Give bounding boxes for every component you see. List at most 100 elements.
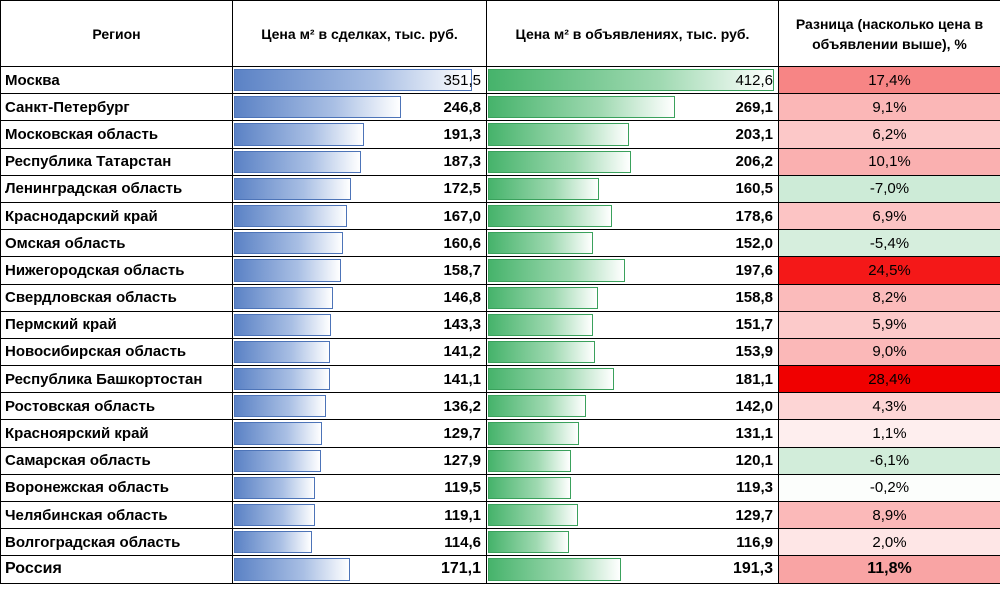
listing-price-cell: 178,6	[486, 201, 779, 231]
listing-price-value: 158,8	[735, 289, 773, 307]
deal-price-cell: 146,8	[232, 283, 487, 312]
difference-cell: 4,3%	[778, 392, 1000, 421]
difference-cell: 1,1%	[778, 419, 1000, 448]
deal-price-cell: 136,2	[232, 392, 487, 421]
header-region: Регион	[0, 0, 233, 67]
region-cell: Воронежская область	[0, 473, 233, 503]
deal-price-cell: 119,1	[232, 500, 487, 530]
listing-price-value: 181,1	[735, 370, 773, 388]
difference-cell: -5,4%	[778, 229, 1000, 258]
deal-price-cell: 127,9	[232, 446, 487, 475]
listing-price-cell: 142,0	[486, 392, 779, 421]
table-row: Волгоградская область 114,6 116,9 2,0%	[0, 528, 1000, 557]
listing-price-bar	[488, 96, 675, 119]
deal-price-value: 119,1	[444, 506, 481, 524]
listing-price-bar	[488, 368, 614, 391]
deal-price-value: 136,2	[443, 397, 481, 415]
table-row: Московская область 191,3 203,1 6,2%	[0, 120, 1000, 149]
listing-price-cell: 191,3	[486, 555, 779, 584]
difference-cell: 24,5%	[778, 256, 1000, 285]
listing-price-value: 197,6	[735, 261, 773, 279]
listing-price-cell: 120,1	[486, 446, 779, 475]
listing-price-cell: 119,3	[486, 473, 779, 503]
deal-price-bar	[234, 449, 321, 472]
difference-cell: 9,1%	[778, 93, 1000, 122]
deal-price-value: 351,5	[443, 71, 481, 89]
listing-price-bar	[488, 395, 586, 418]
table-row: Омская область 160,6 152,0 -5,4%	[0, 229, 1000, 258]
region-cell: Ленинградская область	[0, 174, 233, 203]
difference-cell: -7,0%	[778, 174, 1000, 203]
region-cell: Самарская область	[0, 446, 233, 475]
region-cell: Пермский край	[0, 310, 233, 339]
deal-price-value: 143,3	[443, 316, 481, 334]
listing-price-value: 191,3	[732, 560, 773, 578]
listing-price-value: 142,0	[735, 397, 773, 415]
listing-price-value: 129,7	[735, 506, 773, 524]
deal-price-value: 114,6	[444, 533, 481, 551]
deal-price-value: 191,3	[443, 125, 481, 143]
deal-price-bar	[234, 96, 401, 119]
table-row: Самарская область 127,9 120,1 -6,1%	[0, 446, 1000, 475]
listing-price-cell: 206,2	[486, 147, 779, 176]
deal-price-value: 127,9	[443, 452, 481, 470]
listing-price-bar	[488, 232, 593, 255]
listing-price-bar	[488, 177, 599, 200]
region-cell: Красноярский край	[0, 419, 233, 448]
table-row: Челябинская область 119,1 129,7 8,9%	[0, 500, 1000, 530]
deal-price-value: 129,7	[443, 425, 481, 443]
listing-price-bar	[488, 476, 571, 499]
difference-cell: 8,9%	[778, 500, 1000, 530]
deal-price-bar	[234, 422, 322, 445]
difference-cell: 6,9%	[778, 201, 1000, 231]
listing-price-bar	[488, 531, 569, 554]
listing-price-value: 151,7	[735, 316, 773, 334]
deal-price-cell: 187,3	[232, 147, 487, 176]
deal-price-cell: 191,3	[232, 120, 487, 149]
region-cell: Краснодарский край	[0, 201, 233, 231]
difference-cell: 8,2%	[778, 283, 1000, 312]
listing-price-bar	[488, 150, 631, 173]
header-deal-price: Цена м² в сделках, тыс. руб.	[232, 0, 487, 67]
deal-price-value: 146,8	[443, 289, 481, 307]
listing-price-cell: 269,1	[486, 93, 779, 122]
deal-price-cell: 141,1	[232, 365, 487, 394]
listing-price-bar	[488, 422, 579, 445]
listing-price-cell: 129,7	[486, 500, 779, 530]
difference-cell: 17,4%	[778, 65, 1000, 95]
listing-price-value: 120,1	[735, 452, 773, 470]
region-cell: Новосибирская область	[0, 337, 233, 367]
deal-price-value: 141,1	[443, 370, 481, 388]
region-cell: Челябинская область	[0, 500, 233, 530]
deal-price-cell: 160,6	[232, 229, 487, 258]
listing-price-bar	[488, 69, 774, 92]
deal-price-value: 158,7	[443, 261, 481, 279]
deal-price-cell: 158,7	[232, 256, 487, 285]
total-row: Россия 171,1 191,3 11,8%	[0, 555, 1000, 584]
listing-price-cell: 116,9	[486, 528, 779, 557]
table-row: Воронежская область 119,5 119,3 -0,2%	[0, 473, 1000, 503]
region-cell: Свердловская область	[0, 283, 233, 312]
deal-price-bar	[234, 259, 341, 282]
listing-price-value: 116,9	[736, 533, 773, 551]
deal-price-bar	[234, 368, 330, 391]
listing-price-cell: 181,1	[486, 365, 779, 394]
difference-cell: 6,2%	[778, 120, 1000, 149]
listing-price-bar	[488, 313, 593, 336]
listing-price-cell: 151,7	[486, 310, 779, 339]
deal-price-bar	[234, 232, 343, 255]
table-row: Санкт-Петербург 246,8 269,1 9,1%	[0, 93, 1000, 122]
listing-price-value: 269,1	[735, 98, 773, 116]
region-cell: Республика Татарстан	[0, 147, 233, 176]
table-row: Ростовская область 136,2 142,0 4,3%	[0, 392, 1000, 421]
deal-price-value: 167,0	[443, 207, 481, 225]
difference-cell: 11,8%	[778, 555, 1000, 584]
table-row: Нижегородская область 158,7 197,6 24,5%	[0, 256, 1000, 285]
region-cell: Санкт-Петербург	[0, 93, 233, 122]
deal-price-bar	[234, 313, 331, 336]
deal-price-bar	[234, 123, 364, 146]
listing-price-bar	[488, 286, 598, 309]
listing-price-bar	[488, 558, 621, 581]
table-body: Москва 351,5 412,6 17,4% Санкт-Петербург 246,…	[0, 65, 1000, 584]
